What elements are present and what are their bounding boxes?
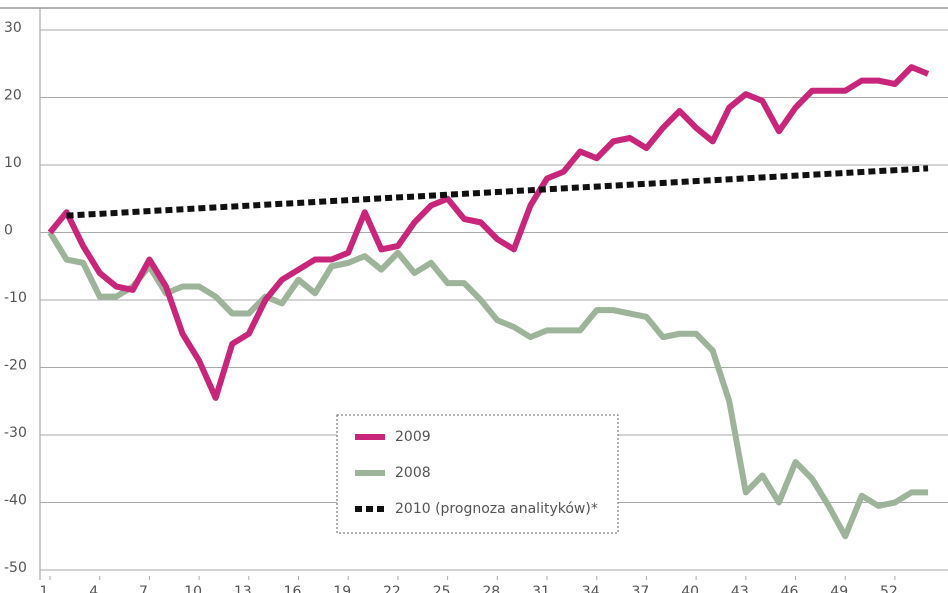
line-series [66,165,929,219]
legend-label: 2010 (prognoza analityków)* [395,501,598,517]
y-tick-label: -10 [4,290,27,306]
x-tick-label: 10 [184,584,202,593]
x-tick-label: 4 [89,584,98,593]
y-tick-label: 20 [4,88,22,104]
x-tick-label: 13 [234,584,252,593]
x-tick-label: 1 [40,584,49,593]
line-series [47,230,929,540]
x-tick-label: 49 [830,584,848,593]
x-tick-label: 43 [731,584,749,593]
legend-label: 2008 [395,465,431,481]
y-tick-label: -20 [4,358,27,374]
x-tick-label: 16 [284,584,302,593]
x-tick-label: 34 [582,584,600,593]
x-tick-label: 25 [433,584,451,593]
x-tick-label: 28 [482,584,500,593]
x-tick-label: 40 [681,584,699,593]
legend-label: 2009 [395,429,431,445]
x-tick-label: 52 [880,584,898,593]
x-tick-label: 31 [532,584,550,593]
line-series [47,64,930,401]
y-tick-label: -30 [4,425,27,441]
x-tick-label: 37 [632,584,650,593]
y-tick-label: -50 [4,560,27,576]
y-tick-label: 0 [4,223,13,239]
x-tick-label: 7 [139,584,148,593]
x-tick-label: 46 [781,584,799,593]
y-tick-label: -40 [4,493,27,509]
y-tick-label: 10 [4,155,22,171]
x-tick-label: 19 [333,584,351,593]
y-tick-label: 30 [4,20,22,36]
x-tick-label: 22 [383,584,401,593]
